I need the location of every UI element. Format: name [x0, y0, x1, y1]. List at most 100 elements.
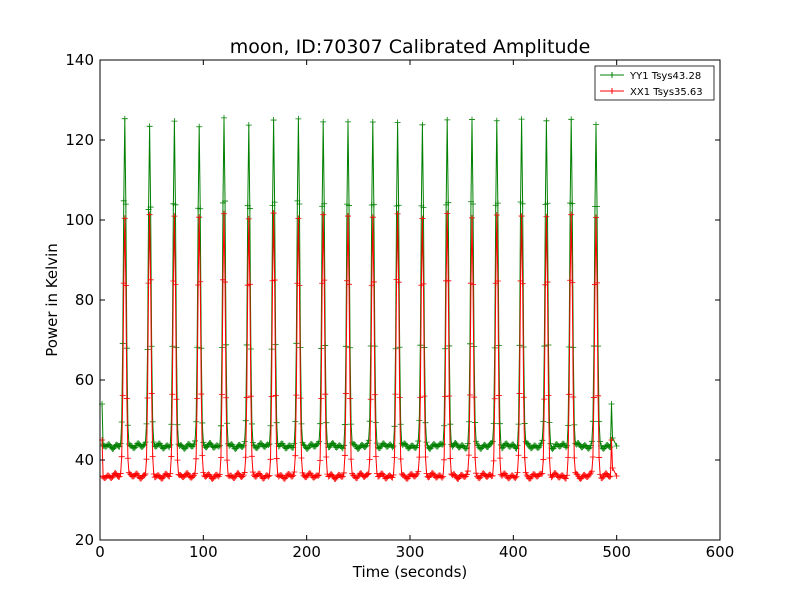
data-point [515, 452, 522, 459]
data-point [489, 472, 496, 479]
data-point [513, 473, 520, 480]
data-point [141, 472, 148, 479]
data-point [401, 440, 408, 447]
data-point [607, 444, 614, 451]
data-point [298, 420, 305, 427]
data-point [466, 392, 473, 399]
data-point [224, 457, 231, 464]
data-point [269, 202, 276, 209]
data-point [292, 418, 299, 425]
data-point [538, 470, 545, 477]
data-point [196, 123, 203, 130]
data-point [464, 440, 471, 447]
data-point [168, 453, 175, 460]
data-point [606, 473, 613, 480]
data-point [462, 445, 469, 452]
data-point [420, 280, 427, 287]
y-tick-label: 40 [75, 451, 94, 469]
data-point [465, 452, 472, 459]
data-point [496, 455, 503, 462]
data-point [444, 210, 451, 217]
data-point [168, 421, 175, 428]
data-point [147, 276, 154, 283]
data-point [192, 437, 199, 444]
data-point [199, 452, 206, 459]
data-point [571, 421, 578, 428]
data-point [143, 456, 150, 463]
y-tick-label: 60 [75, 371, 94, 389]
data-point [455, 475, 462, 482]
data-point [200, 439, 207, 446]
data-point [565, 454, 572, 461]
data-point [588, 468, 595, 475]
data-point [240, 472, 247, 479]
data-point [118, 418, 125, 425]
data-point [320, 211, 327, 218]
y-tick-label: 120 [65, 131, 94, 149]
legend-marker [609, 88, 615, 94]
data-point [267, 422, 274, 429]
data-point [490, 457, 497, 464]
data-point [490, 420, 497, 427]
data-point [422, 453, 429, 460]
data-point [144, 394, 151, 401]
data-point [142, 470, 149, 477]
legend-label: YY1 Tsys43.28 [629, 71, 701, 82]
data-point [519, 280, 526, 287]
data-point [341, 452, 348, 459]
data-point [171, 118, 178, 125]
data-point [441, 422, 448, 429]
data-point [514, 469, 521, 476]
data-point [379, 470, 386, 477]
data-point [571, 454, 578, 461]
data-point [594, 279, 601, 286]
data-point [370, 201, 377, 208]
data-point [510, 441, 517, 448]
x-tick-label: 0 [95, 543, 105, 561]
data-point [326, 444, 333, 451]
data-point [221, 114, 227, 121]
data-point [150, 471, 157, 478]
data-point [292, 452, 299, 459]
data-point [372, 419, 379, 426]
data-point [346, 202, 353, 209]
data-point [184, 470, 191, 477]
data-point [318, 395, 325, 402]
data-point [589, 454, 596, 461]
series-yy1 [99, 114, 620, 452]
data-point [192, 470, 199, 477]
data-point [347, 395, 354, 402]
data-point [348, 456, 355, 463]
data-point [370, 278, 377, 285]
data-point [521, 454, 528, 461]
legend-marker [609, 72, 615, 78]
data-point [495, 392, 502, 399]
data-point [124, 455, 131, 462]
data-point [397, 421, 404, 428]
data-point [149, 453, 156, 460]
data-point [239, 443, 246, 450]
data-point [564, 442, 571, 449]
data-point [346, 281, 353, 288]
data-point [491, 395, 498, 402]
plot-area [99, 114, 620, 482]
data-point [543, 213, 550, 220]
data-point [512, 474, 519, 481]
data-point [613, 443, 620, 449]
data-point [589, 418, 596, 425]
data-point [595, 392, 602, 399]
data-point [241, 469, 248, 476]
data-point [221, 210, 227, 217]
data-point [174, 457, 181, 464]
x-tick-label: 100 [189, 543, 218, 561]
data-point [563, 475, 570, 482]
data-point [248, 453, 255, 460]
data-point [223, 394, 230, 401]
data-point [319, 280, 326, 287]
data-point [444, 116, 451, 123]
data-point [416, 454, 423, 461]
data-point [207, 440, 214, 447]
data-point [348, 421, 355, 428]
data-point [416, 417, 423, 424]
data-point [222, 279, 229, 286]
